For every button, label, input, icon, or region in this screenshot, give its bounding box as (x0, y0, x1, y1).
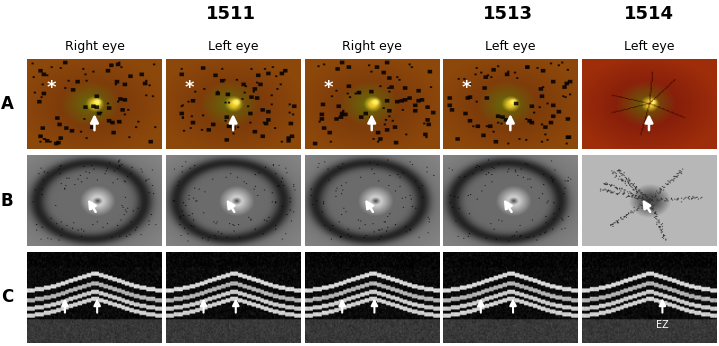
Text: *: * (185, 79, 194, 97)
Text: EZ: EZ (656, 320, 669, 330)
Text: Left eye: Left eye (623, 40, 674, 53)
Text: Right eye: Right eye (342, 40, 402, 53)
Text: *: * (324, 79, 333, 97)
Text: Left eye: Left eye (208, 40, 258, 53)
Text: Left eye: Left eye (485, 40, 536, 53)
Text: 1513: 1513 (483, 5, 533, 23)
Text: C: C (1, 288, 14, 306)
Text: *: * (46, 79, 55, 97)
Text: 1511: 1511 (206, 5, 256, 23)
Text: *: * (462, 79, 472, 97)
Text: A: A (1, 95, 14, 113)
Text: 1514: 1514 (624, 5, 674, 23)
Text: B: B (1, 192, 14, 210)
Text: Right eye: Right eye (65, 40, 124, 53)
